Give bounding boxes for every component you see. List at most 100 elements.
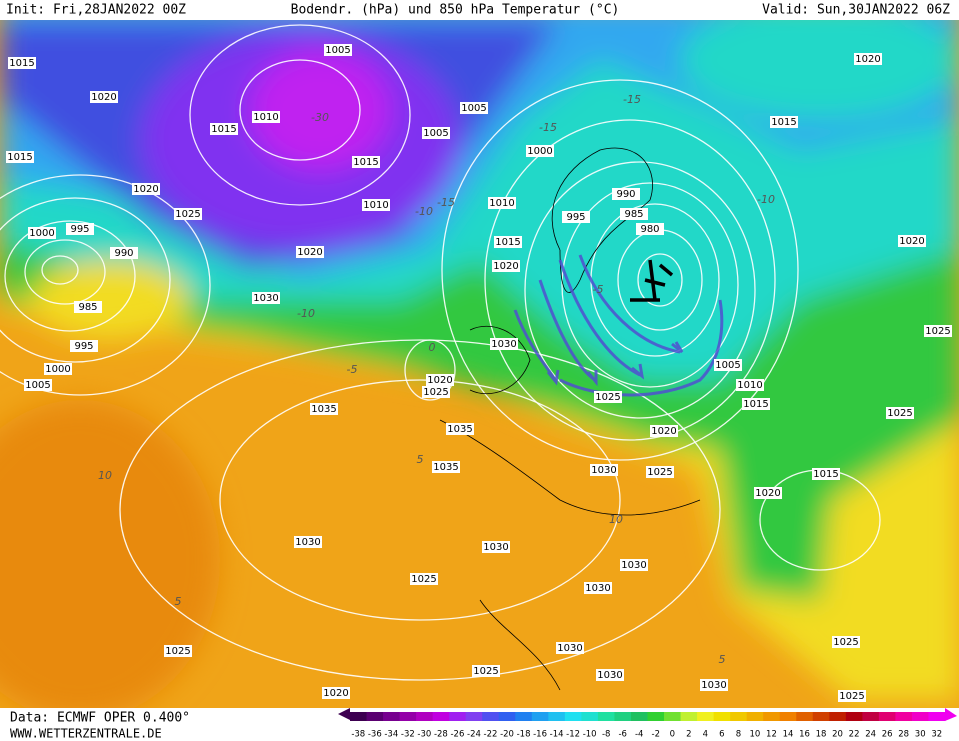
legend-swatch bbox=[614, 712, 632, 721]
header-bar bbox=[0, 0, 959, 20]
isobar-label-bg bbox=[886, 407, 914, 419]
isobar-label-bg bbox=[620, 559, 648, 571]
isobar-label-bg bbox=[742, 398, 770, 410]
isobar-label: 1025 bbox=[423, 387, 448, 398]
legend-label: -18 bbox=[517, 730, 531, 740]
isobar-label-bg bbox=[924, 325, 952, 337]
isobar-label: 990 bbox=[114, 248, 133, 259]
legend-swatch bbox=[399, 712, 417, 721]
legend-swatch bbox=[630, 712, 648, 721]
isobar-label-bg bbox=[252, 111, 280, 123]
isobar-label: 1005 bbox=[25, 380, 50, 391]
isobar-label: 980 bbox=[640, 224, 659, 235]
isobar-label: 1010 bbox=[253, 112, 278, 123]
legend-label: -28 bbox=[434, 730, 448, 740]
isobar-label-bg bbox=[650, 425, 678, 437]
isobar-label: 1000 bbox=[45, 364, 70, 375]
legend-label: -32 bbox=[401, 730, 415, 740]
legend-swatch bbox=[498, 712, 516, 721]
data-source: Data: ECMWF OPER 0.400° bbox=[10, 711, 190, 726]
temperature-label: 10 bbox=[609, 513, 623, 526]
legend-label: 30 bbox=[915, 730, 926, 740]
isobar-label: 1035 bbox=[447, 424, 472, 435]
temperature-label: -10 bbox=[415, 205, 433, 218]
isobar-label-bg bbox=[526, 145, 554, 157]
temperature-label: -5 bbox=[347, 363, 358, 376]
legend-label: 26 bbox=[882, 730, 893, 740]
isobar-label-bg bbox=[556, 642, 584, 654]
isobar-label-bg bbox=[422, 386, 450, 398]
isobar-label: 1005 bbox=[423, 128, 448, 139]
map-area bbox=[0, 20, 959, 708]
temperature-label: 5 bbox=[417, 453, 424, 466]
isobar-label: 1015 bbox=[9, 58, 34, 69]
isobar-label: 1025 bbox=[833, 637, 858, 648]
isobar-label: 990 bbox=[616, 189, 635, 200]
isobar-label-bg bbox=[488, 197, 516, 209]
legend-swatch bbox=[482, 712, 500, 721]
legend-label: -38 bbox=[351, 730, 365, 740]
legend-swatch bbox=[730, 712, 748, 721]
isobar-label: 1005 bbox=[461, 103, 486, 114]
legend-swatch bbox=[829, 712, 847, 721]
legend-label: 6 bbox=[719, 730, 724, 740]
isobar-label: 1025 bbox=[647, 467, 672, 478]
temperature-label: 5 bbox=[175, 595, 182, 608]
legend-swatch bbox=[350, 712, 368, 721]
isobar-label-bg bbox=[362, 199, 390, 211]
legend-label: 10 bbox=[750, 730, 761, 740]
temperature-label: -15 bbox=[623, 93, 641, 106]
isobar-label: 1015 bbox=[495, 237, 520, 248]
isobar-label-bg bbox=[324, 44, 352, 56]
legend-label: -30 bbox=[417, 730, 431, 740]
legend-swatch bbox=[416, 712, 434, 721]
isobar-label-bg bbox=[812, 468, 840, 480]
isobar-label: 1020 bbox=[323, 688, 348, 699]
legend-swatch bbox=[845, 712, 863, 721]
legend-label: -36 bbox=[368, 730, 382, 740]
legend-label: -22 bbox=[484, 730, 498, 740]
isobar-label-bg bbox=[898, 235, 926, 247]
isobar-label: 1030 bbox=[591, 465, 616, 476]
isobar-label-bg bbox=[70, 340, 98, 352]
coastlines bbox=[439, 147, 701, 691]
legend-swatch bbox=[383, 712, 401, 721]
legend-label: -12 bbox=[566, 730, 580, 740]
isobar-label: 1010 bbox=[363, 200, 388, 211]
legend-swatch bbox=[862, 712, 880, 721]
site-url: WWW.WETTERZENTRALE.DE bbox=[10, 727, 162, 741]
isobar-label-bg bbox=[562, 211, 590, 223]
isobar-label: 1020 bbox=[297, 247, 322, 258]
isobar-label-bg bbox=[754, 487, 782, 499]
isobar-label-bg bbox=[8, 57, 36, 69]
isobar-label-bg bbox=[646, 466, 674, 478]
isobar-label-bg bbox=[736, 379, 764, 391]
isobar-label: 1020 bbox=[427, 375, 452, 386]
isobar-label: 1030 bbox=[557, 643, 582, 654]
legend-swatch bbox=[647, 712, 665, 721]
isobar-label-bg bbox=[44, 363, 72, 375]
isobar-label-bg bbox=[28, 227, 56, 239]
isobar-label: 1035 bbox=[433, 462, 458, 473]
legend-label: 12 bbox=[766, 730, 777, 740]
legend-label: -24 bbox=[467, 730, 481, 740]
isobar-label: 1020 bbox=[133, 184, 158, 195]
legend-swatch bbox=[664, 712, 682, 721]
legend-label: -2 bbox=[652, 730, 660, 740]
isobar-label-bg bbox=[590, 464, 618, 476]
legend-label: 8 bbox=[736, 730, 741, 740]
isobar-label: 1030 bbox=[295, 537, 320, 548]
isobar-label-bg bbox=[24, 379, 52, 391]
isobar-label: 995 bbox=[74, 341, 93, 352]
isobar-label: 1015 bbox=[7, 152, 32, 163]
isobar-label: 1015 bbox=[211, 124, 236, 135]
temperature-label: 0 bbox=[429, 341, 436, 354]
isobar-label-bg bbox=[636, 223, 664, 235]
legend-swatch bbox=[465, 712, 483, 721]
isobar-label: 1020 bbox=[91, 92, 116, 103]
legend-swatch bbox=[597, 712, 615, 721]
legend-swatch bbox=[713, 712, 731, 721]
legend-swatch bbox=[878, 712, 896, 721]
legend-arrow-high bbox=[945, 708, 957, 721]
